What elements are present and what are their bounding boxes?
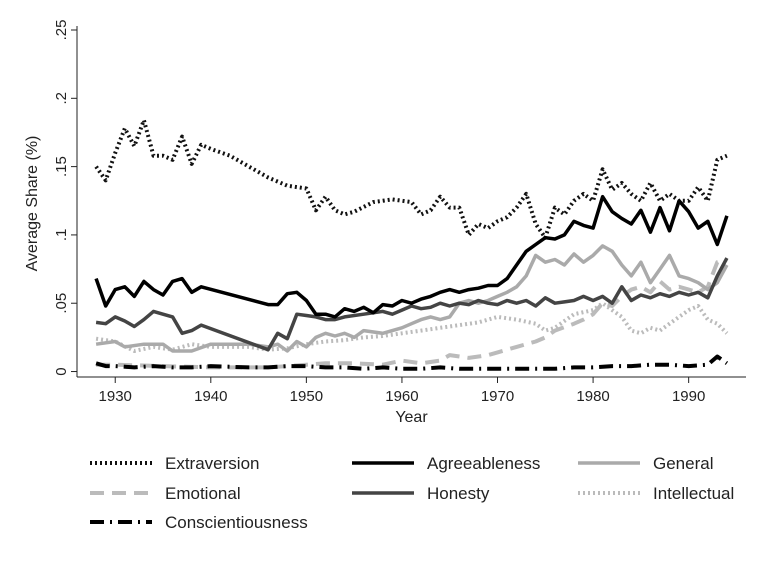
series-line-honesty [95, 257, 729, 352]
x-tick-label: 1960 [385, 388, 418, 405]
legend-item: Intellectual [578, 484, 734, 503]
axes: 0.05.1.15.2.25 1930 1940 1950 1960 1970 1980 1… [24, 20, 746, 426]
x-tick-label: 1940 [194, 388, 227, 405]
series-line-extraversion [94, 118, 728, 240]
legend-label: Honesty [427, 484, 490, 503]
legend-item: Agreeableness [352, 454, 540, 473]
x-tick-label: 1970 [481, 388, 514, 405]
legend-label: Conscientiousness [165, 513, 308, 532]
plot-area [94, 118, 729, 371]
legend-item: Honesty [352, 484, 490, 503]
x-tick-label: 1930 [99, 388, 132, 405]
series-line-emotional [96, 257, 728, 370]
y-tick-label: .2 [53, 92, 70, 105]
x-tick-label: 1950 [290, 388, 323, 405]
y-axis-ticks: 0 .05 .1 .15 .2 .25 [53, 20, 77, 376]
y-tick-label: .15 [53, 156, 70, 177]
series-line-conscientiousness [95, 354, 729, 371]
series-line-intellectual [95, 301, 729, 353]
legend-label: Intellectual [653, 484, 734, 503]
y-tick-label: .05 [53, 293, 70, 314]
legend-item: Extraversion [90, 454, 259, 473]
legend-label: Extraversion [165, 454, 259, 473]
legend-label: Agreeableness [427, 454, 540, 473]
legend: Extraversion Agreeableness General Emotiona… [90, 454, 734, 532]
legend-label: General [653, 454, 713, 473]
legend-item: Conscientiousness [90, 513, 308, 532]
x-tick-label: 1990 [672, 388, 705, 405]
x-axis-title: Year [395, 409, 428, 426]
y-tick-label: .25 [53, 20, 70, 41]
legend-item: General [578, 454, 713, 473]
y-tick-label: 0 [53, 367, 70, 375]
y-axis-title: Average Share (%) [24, 136, 41, 272]
series-line-agreeableness [94, 194, 729, 319]
x-tick-label: 1980 [576, 388, 609, 405]
y-tick-label: .1 [53, 229, 70, 242]
legend-item: Emotional [90, 484, 241, 503]
x-axis-ticks: 1930 1940 1950 1960 1970 1980 1990 [99, 377, 705, 405]
legend-label: Emotional [165, 484, 241, 503]
